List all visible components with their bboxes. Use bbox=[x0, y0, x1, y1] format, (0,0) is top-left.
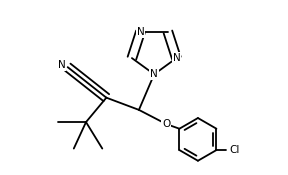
Text: N: N bbox=[173, 53, 180, 63]
Text: N: N bbox=[150, 69, 158, 79]
Text: Cl: Cl bbox=[229, 145, 240, 155]
Text: N: N bbox=[58, 60, 65, 70]
Text: N: N bbox=[137, 27, 144, 37]
Text: O: O bbox=[162, 119, 170, 129]
